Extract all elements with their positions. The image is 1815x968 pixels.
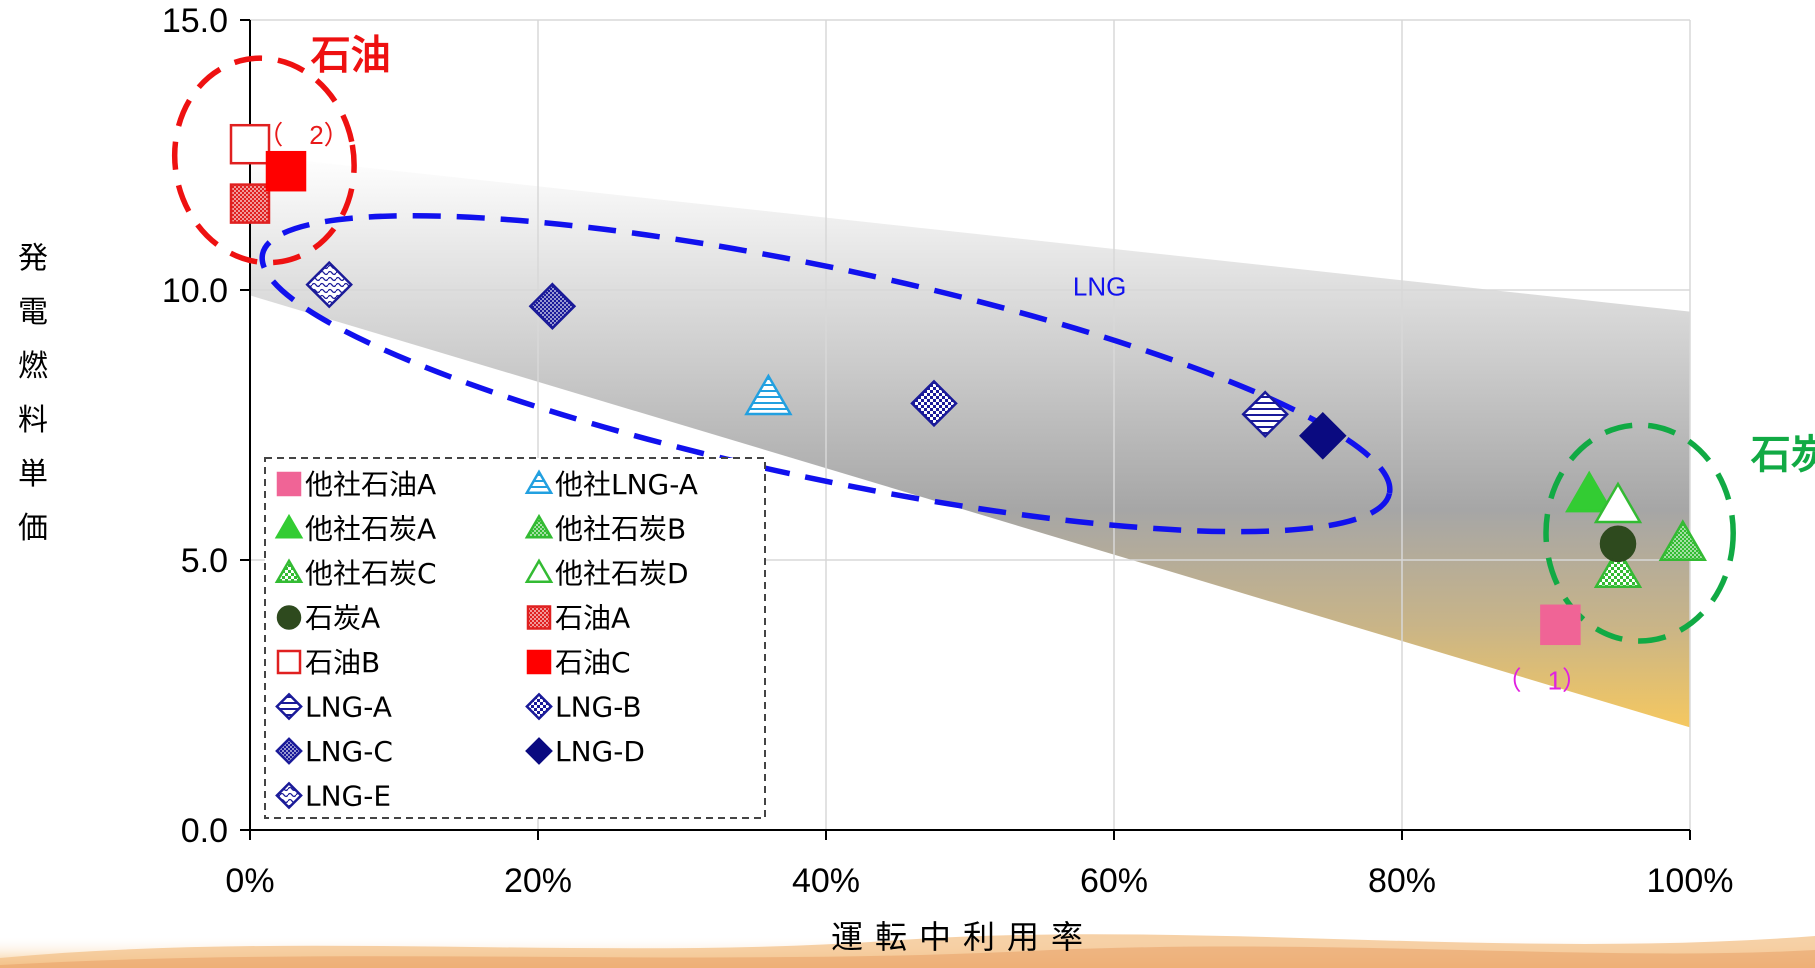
x-tick-label: 20%: [504, 862, 572, 900]
legend-marker: [526, 649, 552, 675]
legend-label: 他社石炭B: [555, 513, 686, 546]
data-point: [1593, 546, 1643, 589]
data-point: [528, 282, 577, 330]
legend-box: [264, 457, 766, 819]
legend-marker: [275, 781, 303, 810]
legend-marker: [525, 737, 553, 765]
legend-marker: [526, 605, 552, 630]
y-tick-label: 15.0: [162, 2, 228, 40]
group-label: 石油: [311, 33, 391, 79]
legend-marker: [274, 558, 304, 584]
x-tick-label: 40%: [792, 862, 860, 900]
legend-marker: [276, 471, 302, 497]
data-point: [1299, 412, 1347, 460]
legend-marker: [276, 605, 302, 630]
data-point: [229, 183, 271, 224]
grid: [250, 19, 1691, 830]
legend-label: LNG-D: [555, 735, 645, 768]
data-point: [910, 379, 958, 428]
legend-label: LNG-B: [555, 691, 642, 724]
data-point: [744, 373, 793, 416]
data-point: [1658, 519, 1707, 562]
data-point: [229, 123, 271, 165]
x-axis-label: 運転中利用率: [831, 918, 1095, 956]
legend-marker: [524, 558, 554, 584]
legend-label: LNG-A: [305, 691, 392, 724]
data-point: [1540, 604, 1581, 646]
x-tick-label: 100%: [1647, 862, 1734, 900]
group-ellipse: [171, 55, 357, 266]
legend-marker: [275, 737, 303, 765]
legend-label: 他社石炭A: [305, 513, 436, 546]
legend-marker: [524, 513, 554, 539]
group-label: LNG: [1073, 271, 1126, 301]
group-ellipses: [171, 55, 1736, 644]
range-band-area: [250, 155, 1690, 728]
group-ellipse: [259, 212, 1393, 535]
legend-label: LNG-C: [305, 735, 393, 768]
legend-label: 他社石炭D: [555, 557, 689, 590]
y-tick-label: 0.0: [181, 812, 228, 850]
data-point: [1241, 390, 1289, 438]
footer-decoration: [0, 934, 1815, 968]
note-label: （ 2）: [257, 120, 349, 150]
legend: 他社石油A 他社LNG-A 他社石炭A 他社石炭B 他社石炭C 他社石炭D 石炭A 石油A 石油…: [264, 457, 766, 819]
range-band: [250, 155, 1690, 728]
legend-label: 石油A: [555, 602, 630, 635]
legend-label: 石油B: [305, 646, 380, 679]
legend-label: 石油C: [555, 646, 631, 679]
legend-marker: [274, 513, 304, 539]
data-point: [1593, 481, 1643, 524]
y-tick-label: 10.0: [162, 272, 228, 310]
legend-marker: [524, 469, 554, 495]
annotations: 石油 LNG 石炭 （ 2） （ 1）: [257, 33, 1815, 696]
legend-marker: [525, 692, 553, 721]
legend-label: 他社石油A: [305, 468, 436, 501]
legend-label: LNG-E: [305, 780, 391, 813]
group-ellipse: [1543, 422, 1736, 644]
legend-label: 石炭A: [305, 602, 380, 635]
data-markers: [229, 123, 1707, 646]
x-tick-label: 80%: [1368, 862, 1436, 900]
note-label: （ 1）: [1496, 666, 1588, 696]
x-tick-label: 60%: [1080, 862, 1148, 900]
y-tick-label: 5.0: [181, 542, 228, 580]
axes: 0% 20% 40% 60% 80% 100% 0.0 5.0 10.0 15.0: [162, 2, 1734, 900]
legend-label: 他社石炭C: [305, 557, 437, 590]
legend-marker: [275, 692, 303, 721]
x-tick-label: 0%: [225, 862, 274, 900]
group-label: 石炭: [1751, 432, 1815, 478]
data-point: [1599, 525, 1637, 563]
data-point: [1565, 470, 1614, 513]
y-axis-label-text: 発電燃料単価: [18, 241, 48, 546]
y-axis-label: 発電燃料単価: [18, 241, 48, 546]
legend-marker: [276, 649, 302, 675]
legend-label: 他社LNG-A: [555, 468, 698, 501]
data-point: [265, 150, 307, 192]
data-point: [305, 260, 353, 309]
